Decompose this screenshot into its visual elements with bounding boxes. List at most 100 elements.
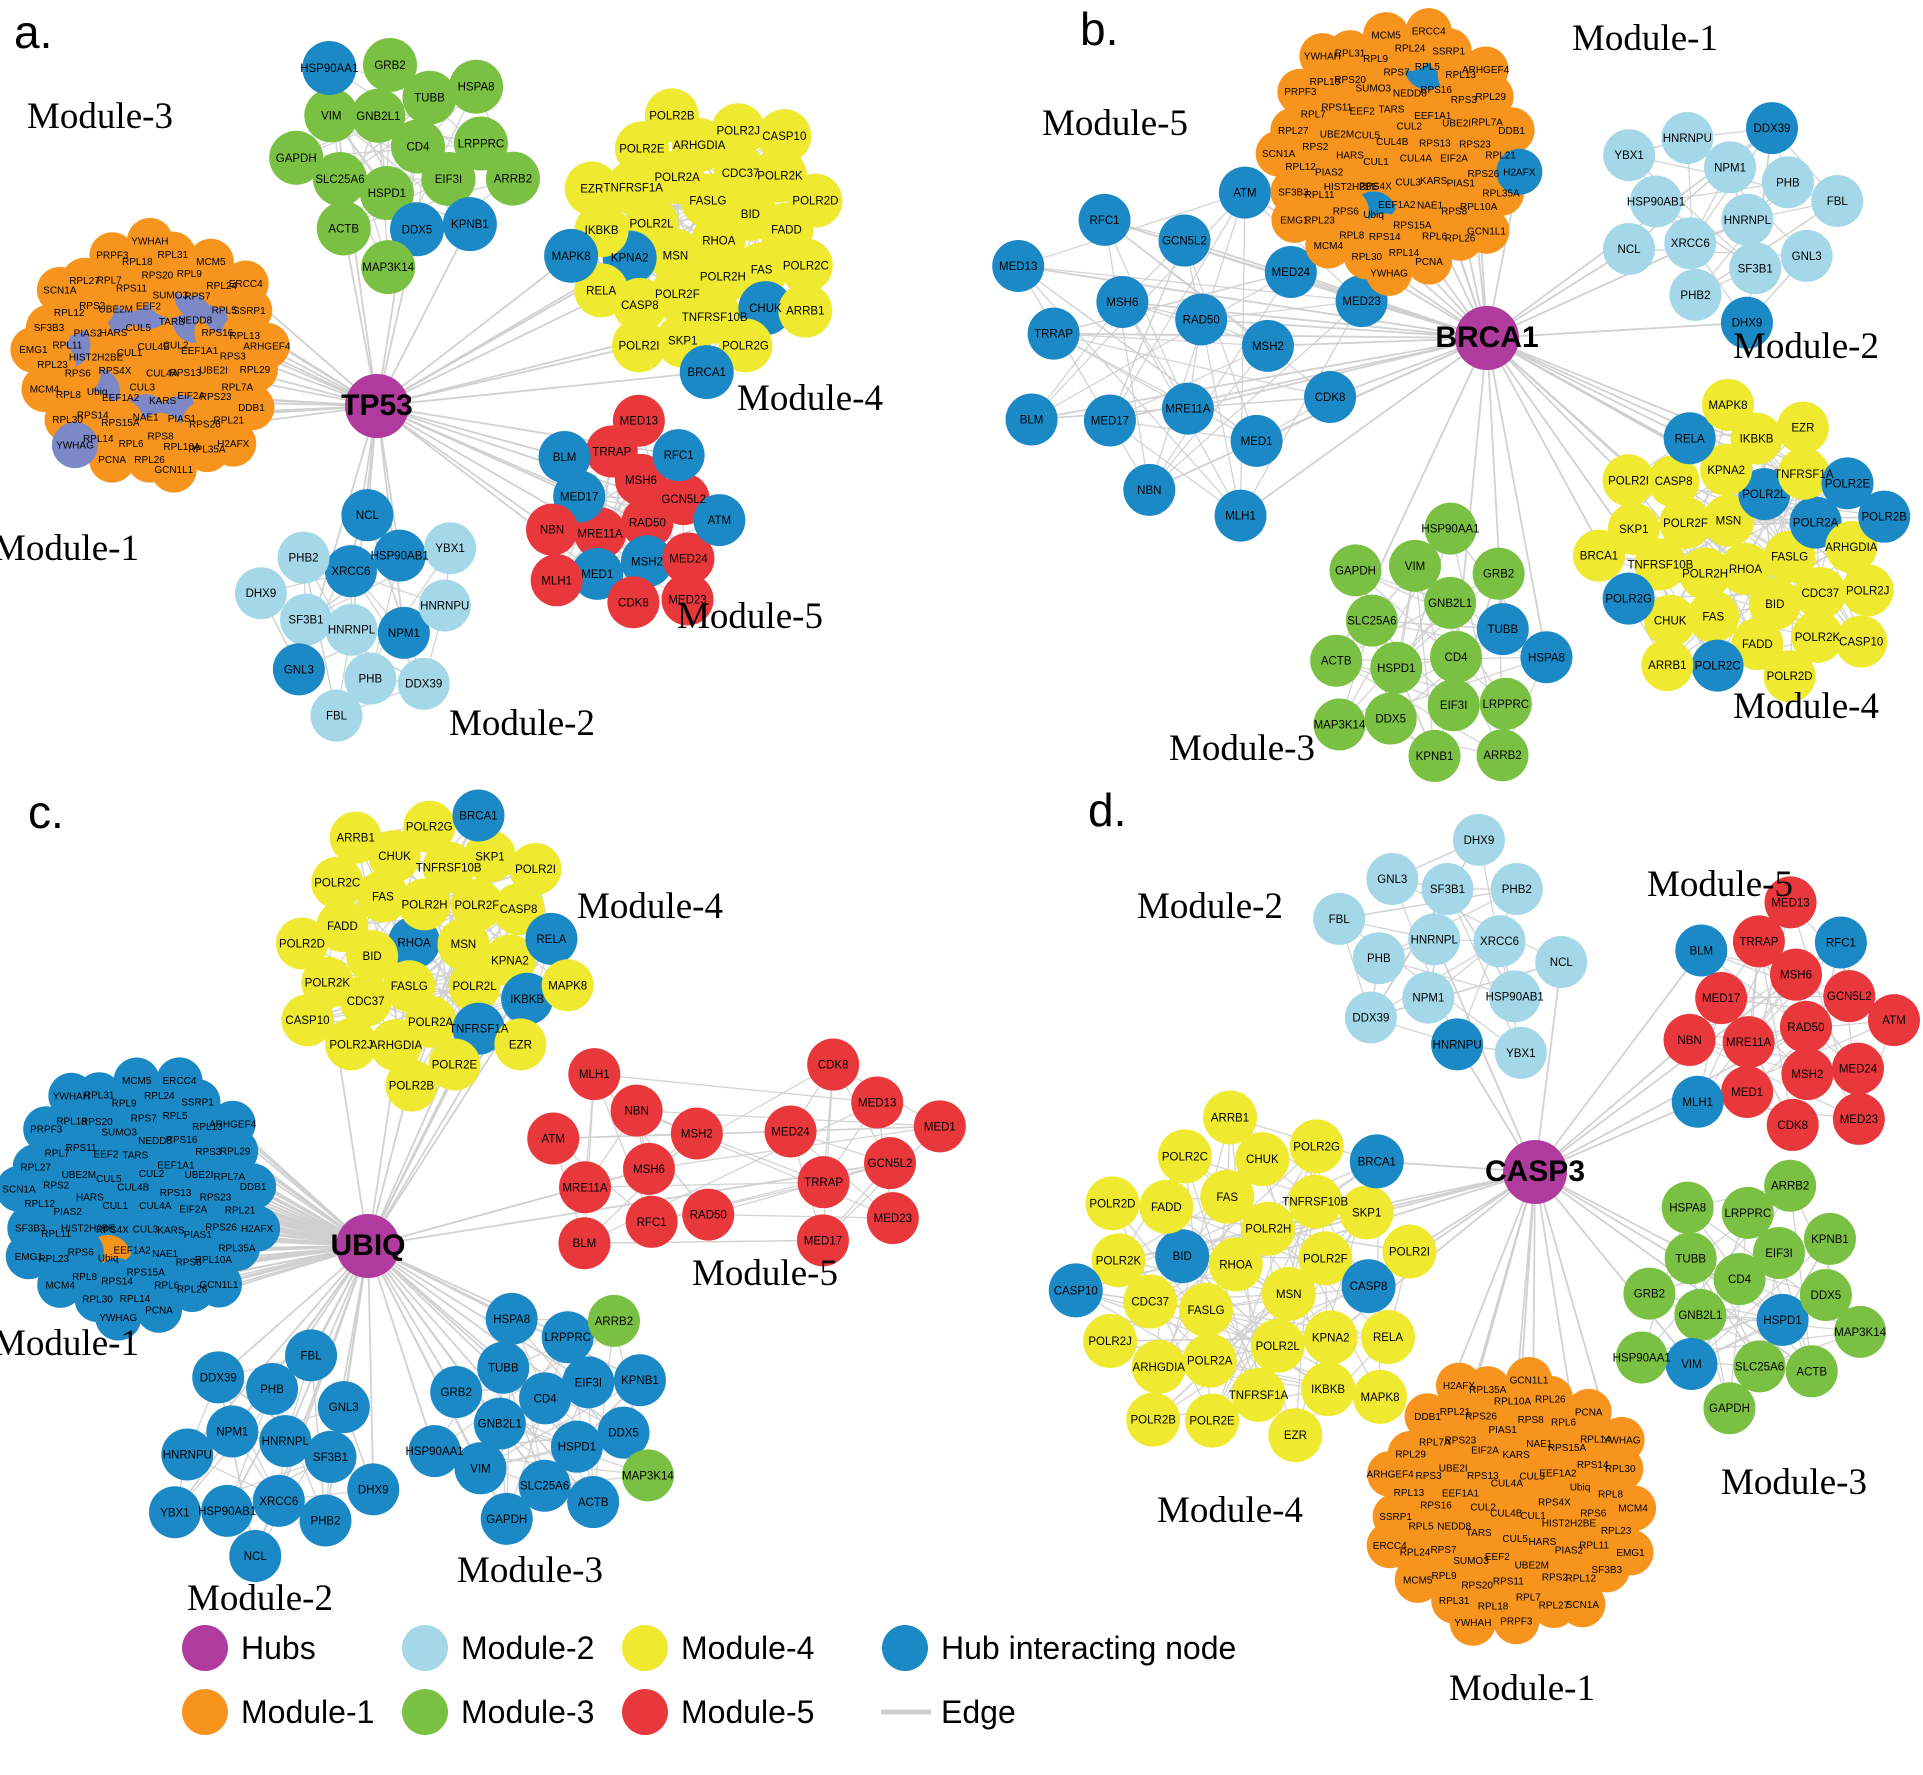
node-EMG1 <box>5 1233 52 1280</box>
node-label-PRPF3: PRPF3 <box>30 1125 63 1136</box>
node-label-MAPK8: MAPK8 <box>1361 1392 1400 1404</box>
node-label-CDC37: CDC37 <box>1131 1297 1169 1309</box>
node-label-HARS: HARS <box>76 1192 104 1203</box>
node-label-RPL5: RPL5 <box>212 305 237 316</box>
node-label-POLR2E: POLR2E <box>432 1059 478 1071</box>
node-ATM <box>1218 166 1271 219</box>
node-HSPA8 <box>449 59 504 114</box>
node-label-SKP1: SKP1 <box>1352 1207 1381 1219</box>
node-label-HSP90AB1: HSP90AB1 <box>1627 196 1685 208</box>
node-PRPF3 <box>23 1106 70 1153</box>
node-HNRNPL <box>1721 193 1774 246</box>
node-label-RPL35A: RPL35A <box>1469 1385 1507 1396</box>
node-label-CD4: CD4 <box>1445 652 1469 664</box>
node-label-SKP1: SKP1 <box>1619 524 1648 536</box>
legend-label-Module-2: Module-2 <box>461 1630 594 1666</box>
node-label-POLR2G: POLR2G <box>406 822 453 834</box>
label-c-Module-1: Module-1 <box>0 1323 139 1364</box>
node-GNB2L1 <box>1424 576 1477 629</box>
node-label-NBN: NBN <box>1677 1035 1701 1047</box>
node-label-TRRAP: TRRAP <box>592 447 631 459</box>
node-label-PHB2: PHB2 <box>289 553 319 565</box>
node-MED24 <box>764 1105 817 1158</box>
label-c-Module-3: Module-3 <box>457 1550 603 1591</box>
legend-label-Hub interacting node: Hub interacting node <box>941 1630 1236 1666</box>
node-label-FASLG: FASLG <box>1188 1305 1225 1317</box>
node-label-DDX5: DDX5 <box>608 1428 639 1440</box>
node-label-GCN5L2: GCN5L2 <box>1827 991 1872 1003</box>
node-label-POLR2I: POLR2I <box>619 340 660 352</box>
panel-letter-d: d. <box>1088 784 1126 836</box>
node-IKBKB <box>501 972 554 1025</box>
node-label-HSPD1: HSPD1 <box>558 1442 596 1454</box>
hub-node-BRCA1 <box>1455 306 1519 370</box>
node-MLH1 <box>1671 1075 1724 1128</box>
node-label-RPL12: RPL12 <box>1285 162 1316 173</box>
node-ARHGDIA <box>1131 1339 1186 1394</box>
node-label-MLH1: MLH1 <box>579 1069 610 1081</box>
node-label-SCN1A: SCN1A <box>43 285 77 296</box>
node-HSP90AA1 <box>1424 502 1477 555</box>
node-label-RPL24: RPL24 <box>1395 43 1426 54</box>
node-label-RPS6: RPS6 <box>1580 1508 1607 1519</box>
node-label-BRCA1: BRCA1 <box>688 367 726 379</box>
node-label-GNB2L1: GNB2L1 <box>478 1419 522 1431</box>
node-label-MED23: MED23 <box>668 595 706 607</box>
node-ERCC4 <box>1405 8 1452 55</box>
node-label-GNL3: GNL3 <box>1377 874 1407 886</box>
node-label-POLR2E: POLR2E <box>1825 478 1871 490</box>
node-FBL <box>285 1329 338 1382</box>
node-EZR <box>1268 1408 1323 1463</box>
node-label-MED1: MED1 <box>581 569 613 581</box>
node-MCM5 <box>113 1057 160 1104</box>
node-POLR2E <box>428 1038 481 1091</box>
node-label-RHOA: RHOA <box>702 235 736 247</box>
node-label-CUL5: CUL5 <box>126 323 152 334</box>
node-DDX39 <box>1746 102 1799 155</box>
node-MED1 <box>913 1100 966 1153</box>
node-label-ERCC4: ERCC4 <box>1373 1541 1407 1552</box>
node-label-TUBB: TUBB <box>1675 1253 1706 1265</box>
node-label-HIST2H2BE: HIST2H2BE <box>1324 182 1379 193</box>
node-label-RPS15A: RPS15A <box>1548 1443 1587 1454</box>
node-label-YBX1: YBX1 <box>1506 1048 1535 1060</box>
node-label-RPL26: RPL26 <box>1445 233 1476 244</box>
node-label-PRPF3: PRPF3 <box>1500 1617 1533 1628</box>
node-label-RPS8: RPS8 <box>148 431 175 442</box>
node-label-CDC37: CDC37 <box>722 168 760 180</box>
node-XRCC6 <box>1664 217 1717 270</box>
node-label-BID: BID <box>741 209 760 221</box>
node-label-MSH6: MSH6 <box>1106 297 1138 309</box>
node-MED23 <box>661 573 714 626</box>
node-label-POLR2J: POLR2J <box>717 125 760 137</box>
node-label-ACTB: ACTB <box>578 1497 609 1509</box>
node-label-POLR2K: POLR2K <box>1795 632 1841 644</box>
node-label-RPS8: RPS8 <box>1518 1415 1545 1426</box>
node-label-EEF1A1: EEF1A1 <box>157 1160 195 1171</box>
node-label-HIST2H2BE: HIST2H2BE <box>69 352 124 363</box>
node-POLR2G <box>718 318 773 373</box>
node-POLR2I <box>1602 454 1655 507</box>
node-label-RPL6: RPL6 <box>119 439 144 450</box>
node-label-POLR2L: POLR2L <box>1256 1341 1301 1353</box>
node-label-HIST2H2BE: HIST2H2BE <box>1542 1518 1597 1529</box>
node-label-EIF3I: EIF3I <box>575 1377 602 1389</box>
node-label-FBL: FBL <box>301 1350 323 1362</box>
node-label-RFC1: RFC1 <box>664 450 694 462</box>
node-label-KPNA2: KPNA2 <box>491 955 529 967</box>
node-label-NCL: NCL <box>244 1551 268 1563</box>
node-label-NEDD8: NEDD8 <box>1393 89 1427 100</box>
node-label-CUL3: CUL3 <box>130 382 156 393</box>
node-label-GRB2: GRB2 <box>1483 569 1514 581</box>
node-label-POLR2L: POLR2L <box>1742 489 1787 501</box>
label-d-Module-2: Module-2 <box>1137 886 1283 927</box>
node-EIF3I <box>562 1356 615 1409</box>
node-label-NPM1: NPM1 <box>388 628 420 640</box>
node-POLR2G <box>1602 572 1655 625</box>
node-label-SSRP1: SSRP1 <box>1379 1512 1412 1523</box>
node-label-NEDD8: NEDD8 <box>178 315 212 326</box>
node-LRPPRC <box>541 1311 594 1364</box>
node-label-FADD: FADD <box>771 225 802 237</box>
node-label-IKBKB: IKBKB <box>1311 1384 1345 1396</box>
label-d-Module-4: Module-4 <box>1157 1490 1303 1531</box>
